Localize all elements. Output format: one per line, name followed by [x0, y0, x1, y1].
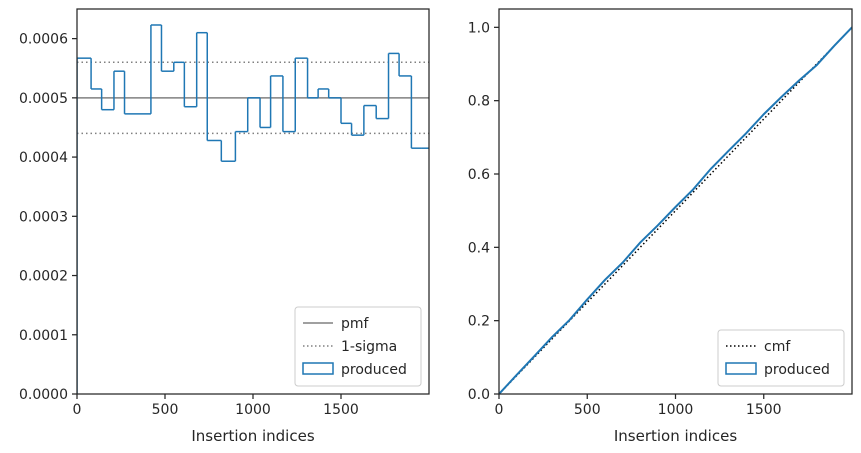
legend-label-produced: produced — [764, 362, 830, 378]
x-axis-label: Insertion indices — [614, 427, 737, 445]
y-tick-label: 0.4 — [468, 240, 490, 256]
legend-label-cmf: cmf — [764, 339, 791, 355]
legend-label-pmf: pmf — [341, 316, 370, 332]
y-tick-label: 0.0005 — [19, 91, 68, 107]
x-tick-label: 1000 — [658, 402, 694, 418]
x-tick-label: 0 — [73, 402, 82, 418]
y-tick-label: 0.0 — [468, 387, 490, 403]
y-tick-label: 0.0001 — [19, 328, 68, 344]
x-tick-label: 0 — [495, 402, 504, 418]
y-tick-label: 1.0 — [468, 20, 490, 36]
legend-frame — [294, 306, 422, 387]
plot-area — [499, 26, 852, 394]
y-tick-label: 0.0003 — [19, 209, 68, 225]
y-tick-label: 0.8 — [468, 94, 490, 110]
produced-cumulative-line — [499, 26, 852, 394]
legend: pmf 1-sigma produced — [294, 306, 422, 387]
legend-swatch-produced — [725, 362, 757, 375]
panel-pmf: 0 500 1000 1500 0.0000 0.0001 0.0002 0.0003 0.00… — [19, 8, 430, 445]
legend-frame — [717, 329, 845, 387]
x-tick-label: 500 — [574, 402, 601, 418]
y-tick-label: 0.0002 — [19, 269, 68, 285]
y-tick-label: 0.0000 — [19, 387, 68, 403]
y-tick-label: 0.0004 — [19, 150, 68, 166]
legend-label-produced: produced — [341, 362, 407, 378]
plot-area — [77, 24, 429, 394]
legend: cmf produced — [717, 329, 845, 387]
y-tick-label: 0.2 — [468, 314, 490, 330]
cmf-line — [499, 26, 852, 394]
panel-cmf: 0 500 1000 1500 0.0 0.2 0.4 0.6 0.8 1.0 Insertion … — [468, 8, 853, 445]
x-tick-label: 1000 — [235, 402, 271, 418]
y-tick-label: 0.6 — [468, 167, 490, 183]
legend-label-1-sigma: 1-sigma — [341, 339, 397, 355]
y-tick-label: 0.0006 — [19, 32, 68, 48]
x-tick-label: 1500 — [746, 402, 782, 418]
x-axis-label: Insertion indices — [191, 427, 314, 445]
x-tick-label: 500 — [152, 402, 179, 418]
legend-swatch-produced — [302, 362, 334, 375]
x-tick-label: 1500 — [323, 402, 359, 418]
